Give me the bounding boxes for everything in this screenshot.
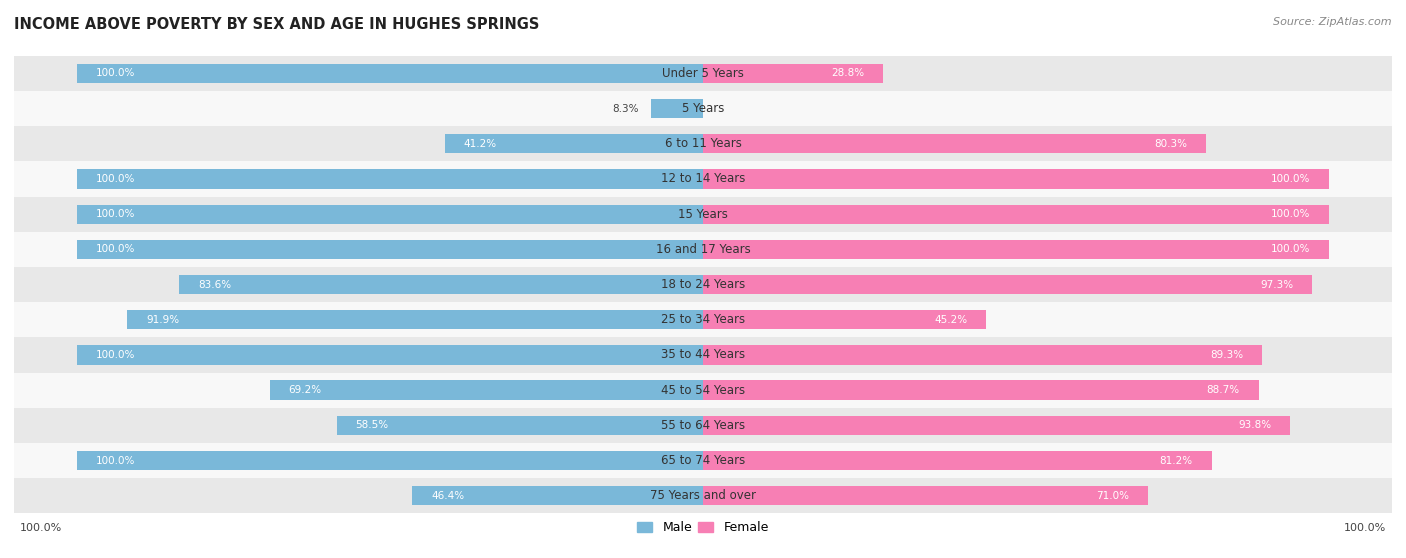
Bar [77,240,703,259]
Bar [270,381,703,400]
Text: 71.0%: 71.0% [1095,491,1129,501]
Text: 45.2%: 45.2% [934,315,967,325]
Bar [77,169,703,189]
Text: 83.6%: 83.6% [198,280,232,290]
Bar [703,451,1212,470]
Bar [703,169,1329,189]
Bar [14,126,1392,161]
Text: 88.7%: 88.7% [1206,385,1240,395]
Bar [14,196,1392,232]
Text: 100.0%: 100.0% [1271,174,1310,184]
Bar [703,416,1291,435]
Text: 80.3%: 80.3% [1154,139,1187,149]
Text: Source: ZipAtlas.com: Source: ZipAtlas.com [1274,17,1392,27]
Bar [14,267,1392,302]
Text: 55 to 64 Years: 55 to 64 Years [661,419,745,432]
Bar [703,64,883,83]
Bar [14,338,1392,373]
Text: 65 to 74 Years: 65 to 74 Years [661,454,745,467]
Text: 69.2%: 69.2% [288,385,322,395]
Bar [703,310,986,329]
Bar [412,486,703,506]
Text: 8.3%: 8.3% [612,104,638,114]
Bar [14,302,1392,338]
Bar [14,478,1392,513]
Text: 93.8%: 93.8% [1239,420,1271,430]
Text: 100.0%: 100.0% [96,455,135,465]
Bar [14,91,1392,126]
Bar [703,134,1206,153]
Text: 46.4%: 46.4% [432,491,464,501]
Bar [77,451,703,470]
Bar [77,64,703,83]
Text: 89.3%: 89.3% [1211,350,1243,360]
Text: 25 to 34 Years: 25 to 34 Years [661,313,745,326]
Text: 100.0%: 100.0% [96,244,135,254]
Bar [14,443,1392,478]
Text: 18 to 24 Years: 18 to 24 Years [661,278,745,291]
Legend: Male, Female: Male, Female [633,516,773,539]
Bar [14,232,1392,267]
Text: 100.0%: 100.0% [1343,523,1386,533]
Text: 91.9%: 91.9% [146,315,180,325]
Text: 100.0%: 100.0% [1271,244,1310,254]
Text: 100.0%: 100.0% [96,350,135,360]
Text: 100.0%: 100.0% [96,209,135,219]
Bar [703,381,1258,400]
Text: 100.0%: 100.0% [96,174,135,184]
Text: 28.8%: 28.8% [831,69,865,78]
Text: 41.2%: 41.2% [464,139,496,149]
Text: 100.0%: 100.0% [20,523,63,533]
Bar [14,373,1392,408]
Text: 35 to 44 Years: 35 to 44 Years [661,349,745,362]
Text: 16 and 17 Years: 16 and 17 Years [655,243,751,256]
Bar [703,345,1263,365]
Bar [14,56,1392,91]
Text: 5 Years: 5 Years [682,102,724,115]
Text: 97.3%: 97.3% [1261,280,1294,290]
Bar [703,204,1329,224]
Bar [180,275,703,294]
Text: 81.2%: 81.2% [1160,455,1192,465]
Bar [128,310,703,329]
Bar [703,275,1312,294]
Bar [336,416,703,435]
Text: 100.0%: 100.0% [96,69,135,78]
Bar [703,486,1147,506]
Bar [14,408,1392,443]
Bar [77,345,703,365]
Text: INCOME ABOVE POVERTY BY SEX AND AGE IN HUGHES SPRINGS: INCOME ABOVE POVERTY BY SEX AND AGE IN H… [14,17,540,32]
Text: 58.5%: 58.5% [356,420,388,430]
Bar [14,161,1392,196]
Text: 6 to 11 Years: 6 to 11 Years [665,137,741,150]
Text: 75 Years and over: 75 Years and over [650,489,756,502]
Bar [703,240,1329,259]
Bar [77,204,703,224]
Text: 100.0%: 100.0% [1271,209,1310,219]
Text: 12 to 14 Years: 12 to 14 Years [661,172,745,185]
Bar [444,134,703,153]
Text: Under 5 Years: Under 5 Years [662,67,744,80]
Bar [651,99,703,118]
Text: 15 Years: 15 Years [678,208,728,220]
Text: 45 to 54 Years: 45 to 54 Years [661,384,745,397]
